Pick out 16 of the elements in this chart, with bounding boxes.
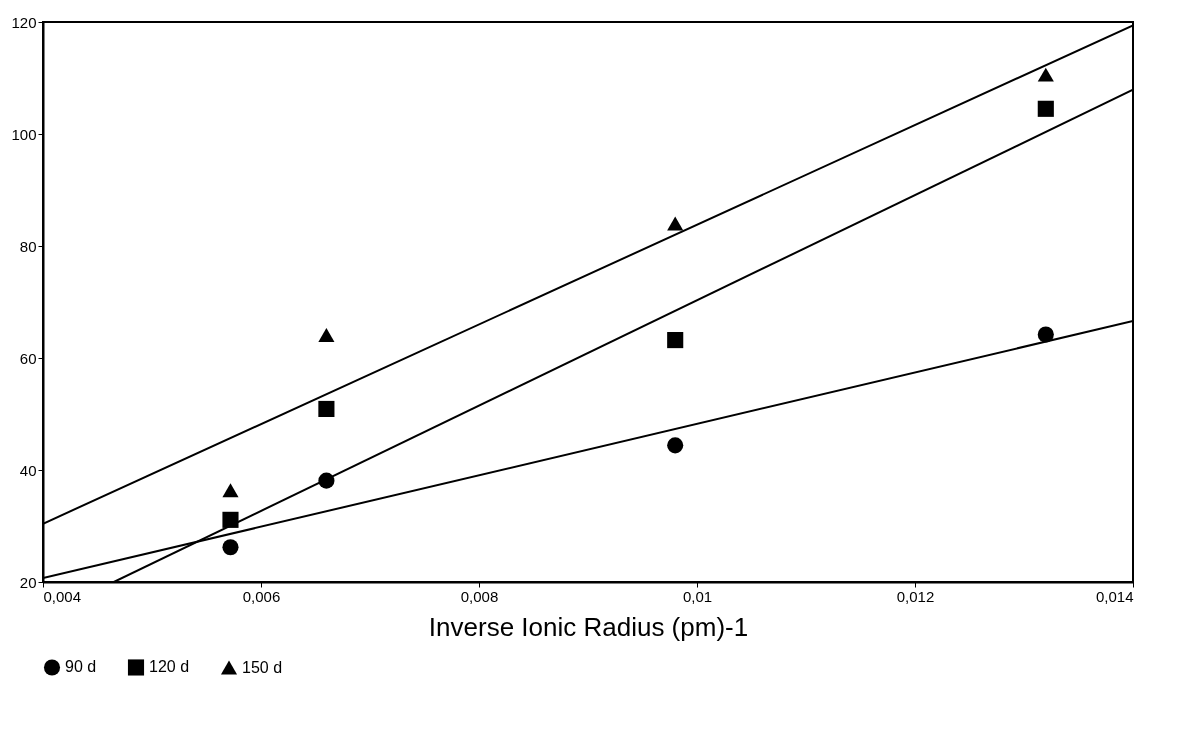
y-tick-label: 20	[19, 573, 37, 591]
y-tick-label: 100	[11, 125, 37, 143]
legend-label: 150 d	[242, 658, 283, 676]
y-tick-label: 80	[19, 237, 37, 255]
x-tick-label: 0,008	[460, 587, 499, 605]
y-tick-label: 60	[19, 349, 37, 367]
x-tick-label: 0,014	[1095, 587, 1134, 605]
x-axis-title: Inverse Ionic Radius (pm)-1	[428, 611, 749, 642]
x-tick-label: 0,012	[896, 587, 935, 605]
x-tick-label: 0,004	[43, 587, 82, 605]
x-tick-label: 0,01	[682, 587, 713, 605]
y-tick-label: 120	[11, 13, 37, 31]
y-tick-label: 40	[19, 461, 37, 479]
legend-label: 120 d	[149, 658, 190, 676]
x-tick-label: 0,006	[242, 587, 281, 605]
legend-label: 90 d	[65, 658, 97, 676]
